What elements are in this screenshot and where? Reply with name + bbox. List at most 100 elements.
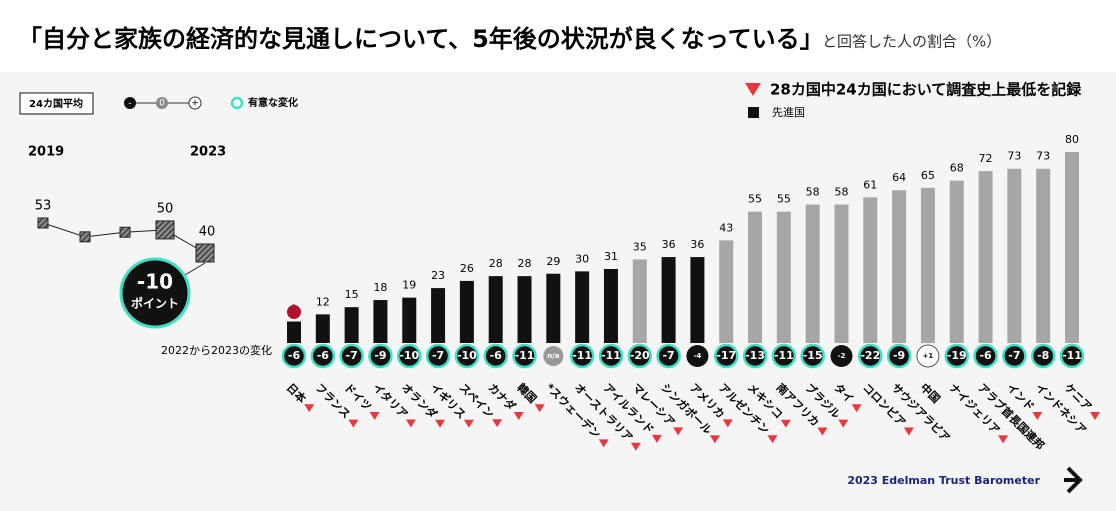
change-label: -7 <box>432 349 444 362</box>
change-label: -10 <box>457 349 477 362</box>
value-label: 80 <box>1065 133 1079 146</box>
bar <box>287 321 301 343</box>
change-label: -19 <box>947 349 967 362</box>
value-label: 23 <box>431 269 445 282</box>
value-label: 35 <box>633 240 647 253</box>
inset-label: 50 <box>157 201 174 216</box>
value-label: 15 <box>345 288 359 301</box>
value-label: 72 <box>979 152 993 165</box>
record-marker <box>998 435 1009 444</box>
bar <box>776 211 791 343</box>
value-label: 28 <box>518 257 532 270</box>
change-marker <box>886 343 912 369</box>
source: 2023 Edelman Trust Barometer <box>847 474 1040 487</box>
change-label: -9 <box>374 349 386 362</box>
change-label: -2 <box>838 352 846 360</box>
value-label: 26 <box>460 262 474 275</box>
value-label: 29 <box>546 255 560 268</box>
change-label: -11 <box>1062 349 1082 362</box>
change-label: -6 <box>288 349 301 362</box>
record-marker <box>534 404 545 413</box>
value-label: 28 <box>489 257 503 270</box>
record-marker <box>630 442 641 451</box>
record-marker <box>304 404 315 413</box>
badge-unit: ポイント <box>131 296 179 311</box>
legend-plus <box>188 96 202 110</box>
record-marker <box>405 419 416 428</box>
legend-zero <box>156 97 168 109</box>
change-marker <box>310 343 336 369</box>
change-label: +1 <box>923 352 934 360</box>
legend-significant: 有意な変化 <box>248 96 298 109</box>
change-marker <box>368 343 393 369</box>
bar <box>1065 152 1079 343</box>
bar <box>402 297 417 343</box>
value-label: 64 <box>892 171 906 184</box>
change-marker <box>598 343 624 369</box>
record-marker <box>651 434 662 443</box>
record-marker <box>767 435 778 444</box>
change-label: -20 <box>630 349 650 362</box>
bar <box>546 273 561 343</box>
legend-record: 28カ国中24カ国において調査史上最低を記録 <box>770 81 1082 99</box>
change-marker <box>483 343 508 369</box>
change-label: -11 <box>572 349 592 362</box>
change-label: -13 <box>745 349 765 362</box>
change-label: -10 <box>399 349 419 362</box>
change-marker <box>627 343 653 369</box>
value-label: 61 <box>863 178 877 191</box>
inset-label: 40 <box>199 225 216 240</box>
change-label: -6 <box>317 349 330 362</box>
change-marker <box>454 343 480 369</box>
subtitle: と回答した人の割合（%） <box>822 33 1001 51</box>
change-marker <box>686 345 709 367</box>
change-marker <box>742 343 768 369</box>
change-marker <box>944 343 969 369</box>
change-marker <box>339 343 364 369</box>
change-marker <box>656 343 681 369</box>
change-label: -15 <box>803 349 823 362</box>
value-label: 58 <box>806 186 820 199</box>
legend-minus-text: - <box>128 99 131 109</box>
legend-zero-text: 0 <box>159 99 165 109</box>
change-marker <box>543 346 564 366</box>
change-marker <box>425 343 451 369</box>
bar <box>892 190 907 343</box>
value-label: 36 <box>662 238 676 251</box>
change-label: n/a <box>547 352 560 360</box>
change-label: -17 <box>716 349 736 362</box>
value-label: 68 <box>950 162 964 175</box>
bar <box>690 257 705 343</box>
change-marker <box>1030 343 1056 369</box>
value-label: 31 <box>604 250 618 263</box>
bar <box>575 271 590 343</box>
record-marker <box>673 427 684 436</box>
arrow-icon <box>1064 466 1083 494</box>
record-marker <box>463 419 474 428</box>
change-label: -4 <box>694 352 702 360</box>
legend-developed-icon <box>748 107 759 118</box>
bar <box>344 307 359 343</box>
change-marker <box>1059 343 1085 369</box>
change-label: -6 <box>979 349 992 362</box>
value-label: 73 <box>1007 150 1021 163</box>
change-label: -11 <box>601 349 621 362</box>
change-label: -11 <box>515 349 535 362</box>
bar <box>863 197 878 343</box>
bar <box>748 211 763 343</box>
change-marker <box>973 343 998 369</box>
record-marker <box>1089 411 1100 420</box>
value-label: 18 <box>373 281 387 294</box>
bar <box>805 204 820 343</box>
legend-plus-text: + <box>191 99 199 109</box>
value-label: 65 <box>921 169 935 182</box>
record-marker <box>598 439 609 448</box>
record-marker <box>851 404 862 413</box>
inset-marker <box>119 226 131 238</box>
record-marker <box>1032 411 1043 420</box>
inset-marker <box>37 217 49 229</box>
change-marker <box>916 344 940 368</box>
change-marker <box>569 343 595 369</box>
bar <box>1007 168 1022 343</box>
record-marker <box>709 435 720 444</box>
